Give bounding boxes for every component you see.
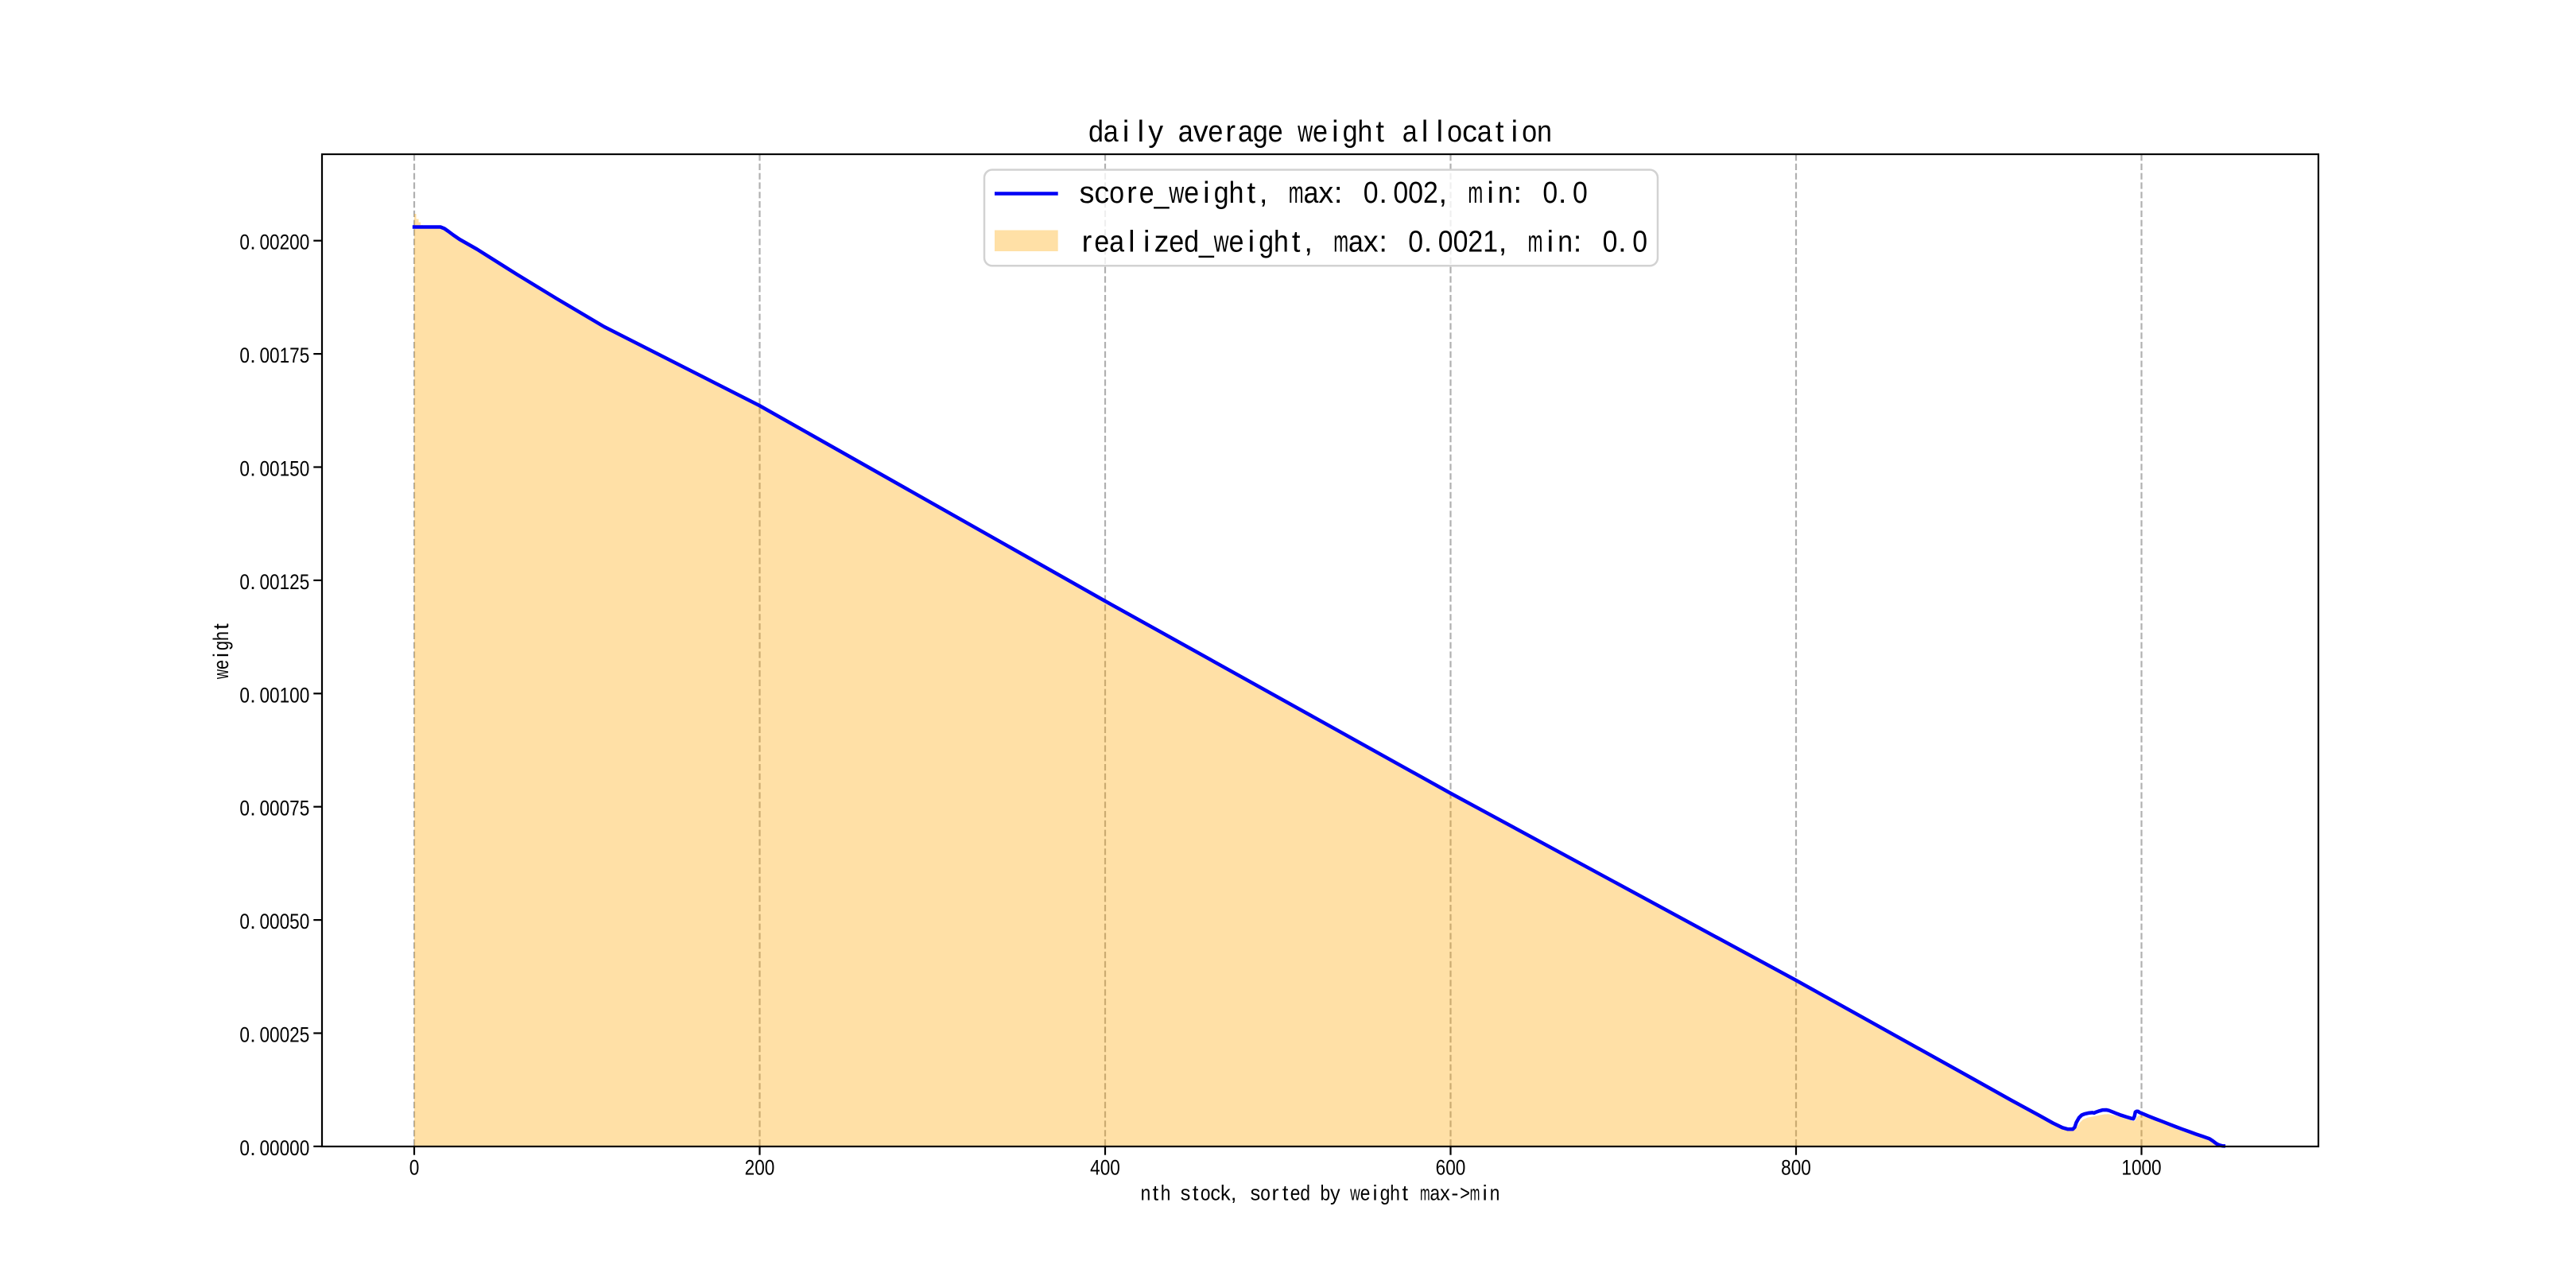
svg-text:600: 600 [1436,1155,1466,1179]
svg-text:0.00100: 0. 00100 [239,683,309,707]
svg-text:0.00075: 0. 00075 [239,797,309,821]
svg-text:200: 200 [745,1155,775,1179]
svg-text:0: 0 [409,1155,420,1179]
svg-text:0.00000: 0. 00000 [239,1136,309,1160]
svg-text:0.00150: 0. 00150 [239,457,309,481]
svg-text:0.00200: 0. 00200 [239,231,309,254]
svg-text:0.00125: 0. 00125 [239,570,309,594]
svg-text:400: 400 [1090,1155,1120,1179]
svg-text:0.00175: 0. 00175 [239,343,309,367]
svg-text:0.00050: 0. 00050 [239,910,309,933]
svg-text:score_weight,max:0.002,min:0.0: score_we i gh t, max: 0. 002, m i n: 0. 0 [1080,177,1588,210]
svg-text:weight: weight [209,623,233,680]
svg-text:800: 800 [1781,1155,1811,1179]
svg-text:1000: 1000 [2121,1155,2161,1179]
svg-text:0.00025: 0. 00025 [239,1023,309,1047]
